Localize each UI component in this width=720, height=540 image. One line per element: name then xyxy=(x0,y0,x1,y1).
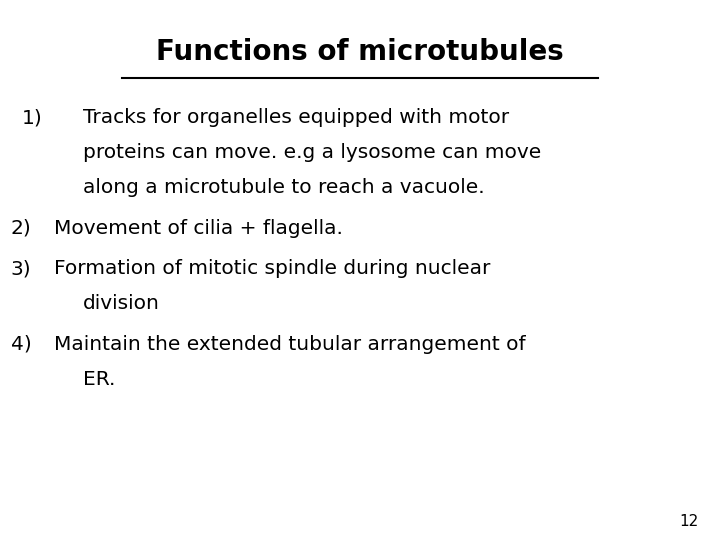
Text: Movement of cilia + flagella.: Movement of cilia + flagella. xyxy=(54,219,343,238)
Text: Formation of mitotic spindle during nuclear: Formation of mitotic spindle during nucl… xyxy=(54,259,490,278)
Text: along a microtubule to reach a vacuole.: along a microtubule to reach a vacuole. xyxy=(83,178,485,197)
Text: proteins can move. e.g a lysosome can move: proteins can move. e.g a lysosome can mo… xyxy=(83,143,541,162)
Text: 1): 1) xyxy=(22,108,42,127)
Text: Functions of microtubules: Functions of microtubules xyxy=(156,38,564,66)
Text: 3): 3) xyxy=(11,259,32,278)
Text: 4): 4) xyxy=(11,335,32,354)
Text: 12: 12 xyxy=(679,514,698,529)
Text: ER.: ER. xyxy=(83,370,115,389)
Text: division: division xyxy=(83,294,160,313)
Text: Tracks for organelles equipped with motor: Tracks for organelles equipped with moto… xyxy=(83,108,509,127)
Text: 2): 2) xyxy=(11,219,32,238)
Text: Maintain the extended tubular arrangement of: Maintain the extended tubular arrangemen… xyxy=(54,335,526,354)
